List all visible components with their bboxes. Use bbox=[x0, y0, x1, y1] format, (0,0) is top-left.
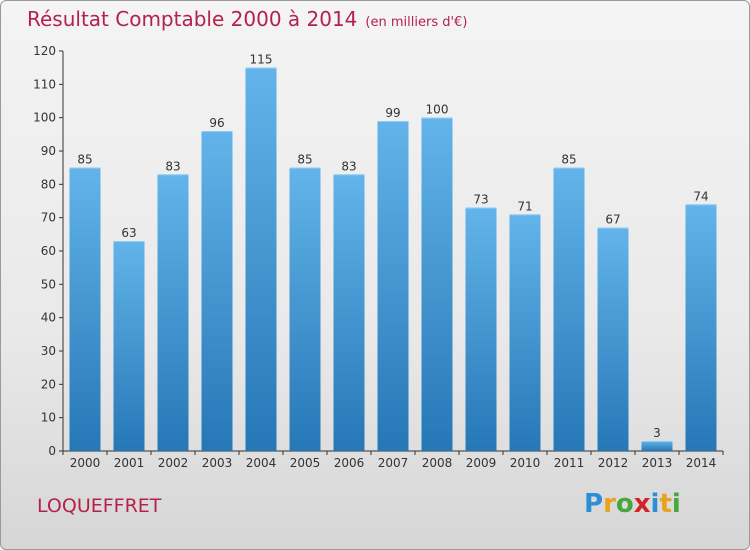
axes: 0 10 20 30 40 50 60 70 80 90 100 110 120 2000 2001 2002… bbox=[33, 44, 724, 470]
data-label: 83 bbox=[165, 159, 180, 173]
y-tick-label: 110 bbox=[33, 77, 56, 91]
proxiti-logo: Proxiti bbox=[584, 489, 681, 519]
x-tick-label: 2001 bbox=[114, 456, 145, 470]
y-tick-label: 90 bbox=[41, 144, 56, 158]
x-tick-label: 2006 bbox=[334, 456, 365, 470]
bar bbox=[245, 67, 277, 452]
y-tick-label: 40 bbox=[41, 311, 56, 325]
x-tick-label: 2010 bbox=[510, 456, 541, 470]
bar bbox=[421, 117, 453, 452]
y-tick-label: 120 bbox=[33, 44, 56, 58]
x-tick-label: 2004 bbox=[246, 456, 277, 470]
bar bbox=[641, 441, 673, 451]
x-tick-label: 2009 bbox=[466, 456, 497, 470]
bar bbox=[685, 204, 717, 451]
bars bbox=[69, 67, 717, 452]
logo-letter: i bbox=[671, 489, 681, 519]
data-label: 85 bbox=[77, 153, 92, 167]
logo-letter: i bbox=[650, 489, 660, 519]
data-label: 63 bbox=[121, 226, 136, 240]
data-label: 71 bbox=[517, 199, 532, 213]
bar bbox=[597, 227, 629, 451]
x-tick-label: 2008 bbox=[422, 456, 453, 470]
data-label: 99 bbox=[385, 106, 400, 120]
bar bbox=[289, 167, 321, 451]
logo-letter: o bbox=[615, 489, 634, 519]
x-tick-label: 2014 bbox=[686, 456, 717, 470]
x-tick-label: 2005 bbox=[290, 456, 321, 470]
x-tick-label: 2007 bbox=[378, 456, 409, 470]
bar bbox=[157, 174, 189, 452]
value-labels: 85 63 83 96 115 85 83 99 100 73 71 85 67 3 74 bbox=[77, 53, 708, 440]
x-tick-label: 2013 bbox=[642, 456, 673, 470]
bar bbox=[553, 167, 585, 451]
data-label: 85 bbox=[561, 153, 576, 167]
x-tick-label: 2003 bbox=[202, 456, 233, 470]
data-label: 73 bbox=[473, 193, 488, 207]
x-tick-label: 2012 bbox=[598, 456, 629, 470]
y-tick-label: 80 bbox=[41, 177, 56, 191]
data-label: 3 bbox=[653, 426, 661, 440]
chart-title: Résultat Comptable 2000 à 2014 (en millie… bbox=[27, 7, 467, 31]
y-tick-label: 0 bbox=[48, 444, 56, 458]
title-text: Résultat Comptable 2000 à 2014 bbox=[27, 7, 358, 31]
logo-letter: r bbox=[603, 489, 616, 519]
y-tick-label: 100 bbox=[33, 111, 56, 125]
data-label: 85 bbox=[297, 153, 312, 167]
bar bbox=[201, 131, 233, 451]
y-tick-label: 50 bbox=[41, 277, 56, 291]
bar bbox=[509, 214, 541, 451]
data-label: 100 bbox=[426, 103, 449, 117]
logo-letter: x bbox=[633, 489, 651, 519]
commune-name: LOQUEFFRET bbox=[37, 495, 162, 517]
bar bbox=[333, 174, 365, 452]
y-tick-label: 60 bbox=[41, 244, 56, 258]
y-tick-label: 10 bbox=[41, 411, 56, 425]
y-tick-label: 20 bbox=[41, 377, 56, 391]
data-label: 115 bbox=[250, 53, 273, 67]
data-label: 67 bbox=[605, 213, 620, 227]
bar bbox=[465, 207, 497, 451]
logo-letter: t bbox=[659, 489, 672, 519]
logo-letter: P bbox=[584, 489, 604, 519]
x-tick-label: 2000 bbox=[70, 456, 101, 470]
bar bbox=[377, 121, 409, 451]
bar bbox=[113, 241, 145, 451]
x-tick-label: 2002 bbox=[158, 456, 189, 470]
data-label: 74 bbox=[693, 189, 708, 203]
bar bbox=[69, 167, 101, 451]
chart-subtitle: (en milliers d'€) bbox=[365, 15, 468, 30]
data-label: 83 bbox=[341, 159, 356, 173]
data-label: 96 bbox=[209, 116, 224, 130]
y-tick-label: 30 bbox=[41, 344, 56, 358]
x-tick-label: 2011 bbox=[554, 456, 585, 470]
y-tick-label: 70 bbox=[41, 211, 56, 225]
